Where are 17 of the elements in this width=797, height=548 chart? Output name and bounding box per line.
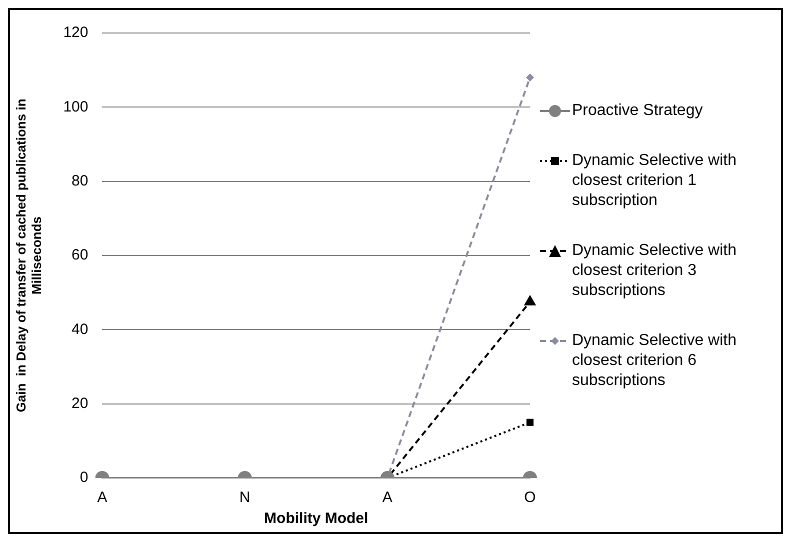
legend-label: Dynamic Selective with closest criterion 1 subscription [572,151,738,211]
y-tick-label: 40 [72,320,88,338]
y-tick-label: 0 [80,469,88,486]
y-tick-label: 100 [63,98,88,116]
x-axis-title: Mobility Model [264,510,368,528]
x-tick-label: N [239,489,250,506]
y-tick-label: 120 [63,24,88,42]
legend-label: Dynamic Selective with closest criterion 3 subscriptions [572,241,738,301]
x-tick-label: A [382,489,392,506]
y-axis-title: Gain in Delay of transfer of cached publications in Milliseconds [13,98,44,412]
x-tick-label: A [97,489,108,506]
x-tick-label: O [524,489,536,506]
y-tick-label: 20 [72,394,88,412]
legend-label: Proactive Strategy [572,101,703,121]
y-tick-label: 60 [72,246,88,264]
y-tick-label: 80 [72,172,88,190]
legend-label: Dynamic Selective with closest criterion 6 subscriptions [572,331,738,391]
